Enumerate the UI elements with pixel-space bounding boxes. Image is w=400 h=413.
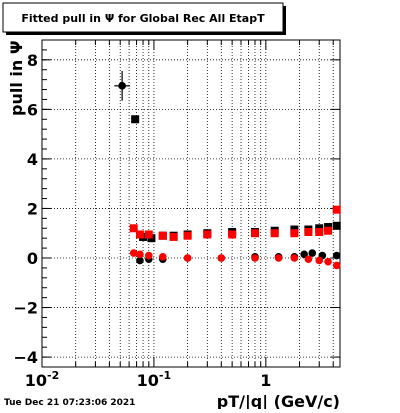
data-point-circle	[129, 249, 138, 257]
data-point-square	[158, 231, 167, 240]
data-point-square	[304, 227, 313, 236]
timestamp: Tue Dec 21 07:23:06 2021	[4, 398, 135, 408]
data-point-circle	[315, 256, 324, 265]
data-point-circle	[274, 254, 283, 262]
x-tick-exponent: -1	[159, 369, 171, 382]
data-point-square	[332, 221, 341, 230]
data-point-circle	[332, 251, 341, 260]
data-point-circle	[158, 252, 167, 261]
data-point-circle	[300, 250, 308, 259]
data-point-circle	[308, 249, 317, 257]
y-tick-label: 2	[27, 199, 38, 218]
plot-frame	[41, 39, 341, 368]
data-point-circle	[217, 254, 226, 262]
series-2-width-red	[129, 205, 341, 241]
y-tick-label: −4	[13, 348, 38, 367]
data-point-square	[332, 205, 341, 214]
data-point-circle	[290, 254, 299, 262]
data-point-circle	[183, 254, 192, 262]
data-point-circle	[118, 82, 126, 90]
data-point-square	[203, 230, 212, 239]
y-tick-label: 8	[27, 51, 38, 70]
data-layer	[114, 70, 341, 270]
data-point-circle	[136, 256, 144, 265]
data-point-square	[169, 232, 178, 241]
title-box: Fitted pull in Ψ for Global Rec All Etap…	[2, 2, 286, 35]
data-point-circle	[324, 257, 332, 266]
y-tick-label: 0	[27, 249, 38, 268]
x-tick-base: 10	[25, 371, 47, 390]
y-tick-label: 6	[27, 100, 38, 119]
data-point-square	[250, 229, 259, 238]
data-point-square	[144, 230, 153, 239]
chart-title: Fitted pull in Ψ for Global Rec All Etap…	[21, 12, 265, 25]
data-point-square	[135, 230, 144, 239]
data-point-square	[129, 224, 138, 233]
data-point-circle	[332, 261, 341, 270]
x-tick-label: 1	[260, 371, 271, 390]
x-tick-base: 10	[137, 371, 159, 390]
y-axis-title: pull in Ψ	[7, 41, 26, 116]
x-tick-label: 10-1	[137, 369, 172, 390]
x-tick-base: 1	[260, 371, 271, 390]
x-tick-exponent: -2	[47, 369, 59, 382]
data-point-square	[290, 229, 299, 238]
data-point-circle	[144, 251, 153, 260]
x-axis-title: pT/|q| (GeV/c)	[217, 392, 340, 409]
data-point-square	[324, 226, 333, 235]
data-point-circle	[136, 250, 144, 259]
data-point-circle	[251, 254, 259, 262]
y-tick-label: −2	[13, 299, 38, 318]
data-point-circle	[304, 255, 313, 264]
data-point-square	[270, 229, 279, 238]
y-tick-label: 4	[27, 150, 38, 169]
data-point-square	[228, 230, 237, 239]
data-point-square	[131, 115, 140, 124]
series-3-mean-red	[129, 249, 341, 270]
data-point-square	[315, 227, 324, 236]
x-tick-label: 10-2	[25, 369, 60, 390]
data-point-square	[183, 231, 192, 240]
